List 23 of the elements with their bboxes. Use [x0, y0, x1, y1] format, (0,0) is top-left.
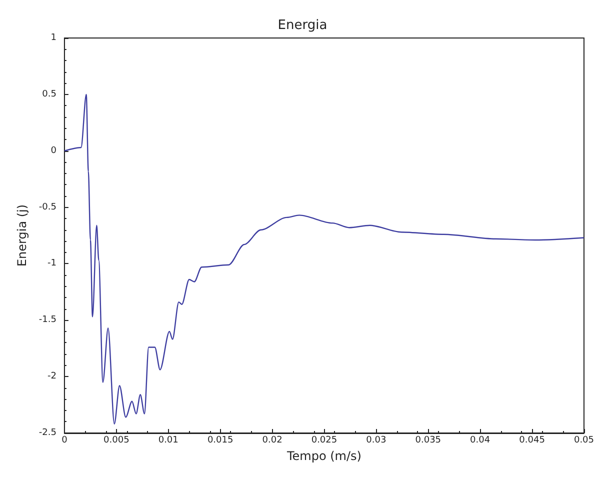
- x-tick-label: 0.005: [104, 436, 130, 446]
- x-tick-label: 0.035: [415, 436, 442, 446]
- y-axis-title: Energia (j): [15, 204, 29, 267]
- x-tick-label: 0.045: [519, 436, 545, 446]
- x-tick-label: 0: [62, 436, 68, 446]
- y-tick-label: -2: [47, 372, 56, 382]
- x-tick-label: 0.04: [470, 436, 490, 446]
- x-tick-label: 0.025: [311, 436, 338, 446]
- y-tick-label: 0: [50, 146, 57, 156]
- y-tick-label: 0.5: [42, 89, 56, 100]
- y-tick-label: 1: [50, 33, 56, 43]
- x-tick-label: 0.05: [574, 436, 594, 446]
- line-series: [64, 94, 585, 425]
- y-tick-label: -0.5: [38, 202, 56, 212]
- x-tick-label: 0.015: [207, 436, 234, 446]
- y-tick-label: -1.5: [38, 315, 56, 326]
- x-tick-label: 0.03: [366, 436, 386, 446]
- chart-title: Energia: [278, 18, 328, 33]
- y-tick-label: -1: [47, 258, 56, 269]
- x-tick-label: 0.02: [262, 436, 282, 446]
- x-tick-label: 0.01: [158, 436, 178, 446]
- y-tick-label: -2.5: [38, 428, 56, 438]
- x-axis-title: Tempo (m/s): [286, 448, 362, 463]
